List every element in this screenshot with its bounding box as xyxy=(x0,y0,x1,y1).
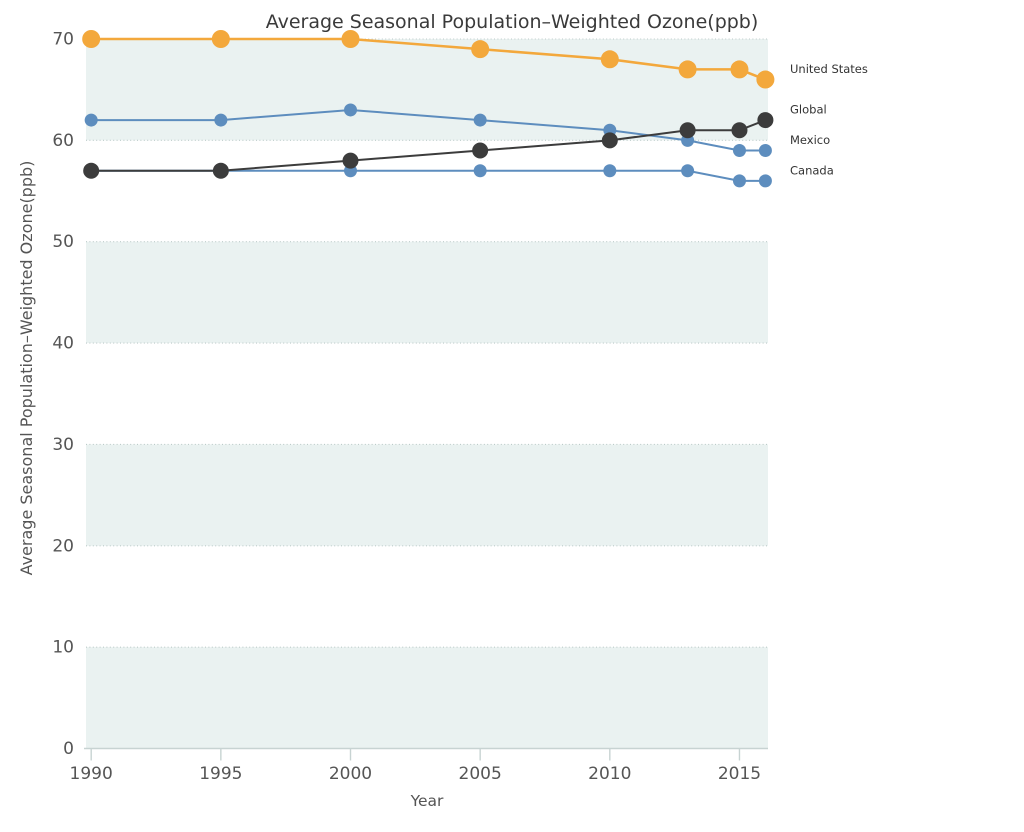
y-tick-label: 10 xyxy=(52,638,74,658)
alternating-background-bands xyxy=(86,39,768,749)
data-point-mexico-1995[interactable] xyxy=(214,113,228,127)
data-series-layer xyxy=(82,30,775,188)
data-point-canada-2010[interactable] xyxy=(603,164,617,178)
y-tick-label: 0 xyxy=(63,739,74,759)
data-point-mexico-1990[interactable] xyxy=(84,113,98,127)
series-direct-labels: United States Global Mexico Canada xyxy=(790,62,868,177)
y-axis-tick-labels: 0 10 20 30 40 50 60 70 xyxy=(52,30,74,760)
band xyxy=(86,241,768,344)
y-tick-label: 60 xyxy=(52,131,74,151)
x-axis xyxy=(84,747,768,761)
data-point-global-2000[interactable] xyxy=(342,152,359,169)
series-label-canada: Canada xyxy=(790,163,834,177)
x-tick-label: 2005 xyxy=(459,764,502,784)
data-point-global-1990[interactable] xyxy=(83,162,100,179)
y-tick-label: 20 xyxy=(52,536,74,556)
x-tick-label: 2000 xyxy=(329,764,372,784)
data-point-mexico-2000[interactable] xyxy=(344,103,358,117)
data-point-mexico-2015[interactable] xyxy=(732,143,746,157)
band xyxy=(86,39,768,141)
chart-title: Average Seasonal Population–Weighted Ozo… xyxy=(266,11,759,33)
data-point-united-states-1995[interactable] xyxy=(211,30,230,48)
series-line-global xyxy=(91,119,766,172)
series-line-mexico xyxy=(91,108,766,152)
data-point-canada-2015[interactable] xyxy=(732,174,746,188)
data-point-united-states-2000[interactable] xyxy=(341,30,360,48)
data-point-global-1995[interactable] xyxy=(212,162,229,179)
data-point-canada-2016[interactable] xyxy=(758,174,772,188)
y-tick-label: 70 xyxy=(52,30,74,50)
y-tick-label: 50 xyxy=(52,232,74,252)
x-tick-label: 2010 xyxy=(588,764,631,784)
data-point-canada-2005[interactable] xyxy=(473,164,487,178)
x-tick-label: 1995 xyxy=(199,764,242,784)
x-axis-title: Year xyxy=(410,792,444,810)
data-point-united-states-2016[interactable] xyxy=(756,70,775,89)
y-tick-label: 40 xyxy=(52,334,74,354)
y-axis-title: Average Seasonal Population–Weighted Ozo… xyxy=(17,161,36,576)
series-label-global: Global xyxy=(790,103,827,117)
x-tick-label: 1990 xyxy=(70,764,113,784)
series-label-mexico: Mexico xyxy=(790,133,830,147)
data-point-united-states-2005[interactable] xyxy=(471,40,490,59)
data-point-united-states-2013[interactable] xyxy=(678,60,697,79)
horizontal-grid-lines xyxy=(86,38,768,648)
data-point-global-2013[interactable] xyxy=(679,122,696,139)
band xyxy=(86,647,768,749)
band xyxy=(86,444,768,546)
data-point-united-states-2015[interactable] xyxy=(730,60,749,79)
data-point-global-2015[interactable] xyxy=(731,122,748,139)
data-point-global-2010[interactable] xyxy=(601,132,618,149)
data-point-canada-2013[interactable] xyxy=(681,164,695,178)
data-point-mexico-2005[interactable] xyxy=(473,113,487,127)
data-point-mexico-2016[interactable] xyxy=(758,143,772,157)
data-point-united-states-1990[interactable] xyxy=(82,30,101,48)
y-tick-label: 30 xyxy=(52,435,74,455)
data-point-global-2005[interactable] xyxy=(472,142,489,159)
series-line-canada xyxy=(91,169,766,182)
x-axis-tick-labels: 1990 1995 2000 2005 2010 2015 xyxy=(70,764,762,784)
data-point-global-2016[interactable] xyxy=(757,112,774,129)
data-point-united-states-2010[interactable] xyxy=(600,50,619,69)
series-label-united-states: United States xyxy=(790,62,868,76)
x-tick-label: 2015 xyxy=(718,764,761,784)
